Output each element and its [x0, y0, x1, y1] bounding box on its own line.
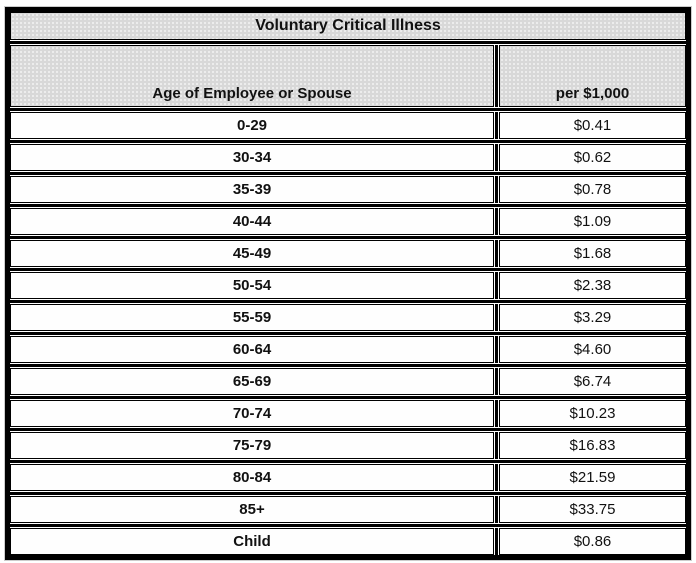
age-cell: 0-29	[10, 112, 494, 139]
table-row: 55-59 $3.29	[10, 304, 686, 331]
column-separator	[495, 496, 498, 523]
row-separator	[10, 268, 686, 271]
rate-cell: $4.60	[499, 336, 686, 363]
rate-cell: $3.29	[499, 304, 686, 331]
table-row: 60-64 $4.60	[10, 336, 686, 363]
age-cell: 85+	[10, 496, 494, 523]
rate-cell: $16.83	[499, 432, 686, 459]
age-cell: 65-69	[10, 368, 494, 395]
table-title-row: Voluntary Critical Illness	[10, 12, 686, 40]
column-separator	[495, 240, 498, 267]
age-cell: 45-49	[10, 240, 494, 267]
table-row: 80-84 $21.59	[10, 464, 686, 491]
rate-cell: $33.75	[499, 496, 686, 523]
table-row: 75-79 $16.83	[10, 432, 686, 459]
table-row: Child $0.86	[10, 528, 686, 555]
row-separator	[10, 41, 686, 44]
row-separator	[10, 140, 686, 143]
rate-cell: $0.78	[499, 176, 686, 203]
table-row: 45-49 $1.68	[10, 240, 686, 267]
age-cell: 80-84	[10, 464, 494, 491]
rate-table: Voluntary Critical Illness Age of Employ…	[5, 7, 691, 560]
row-separator	[10, 172, 686, 175]
row-separator	[10, 300, 686, 303]
rate-cell: $21.59	[499, 464, 686, 491]
table-row: 40-44 $1.09	[10, 208, 686, 235]
table-body: 0-29 $0.41 30-34 $0.62 35-39 $0.78 40-44 $1.09 4…	[10, 112, 686, 555]
column-separator	[495, 208, 498, 235]
rate-cell: $1.09	[499, 208, 686, 235]
row-separator	[10, 204, 686, 207]
table-row: 85+ $33.75	[10, 496, 686, 523]
age-cell: 55-59	[10, 304, 494, 331]
row-separator	[10, 492, 686, 495]
age-cell: 60-64	[10, 336, 494, 363]
table-row: 65-69 $6.74	[10, 368, 686, 395]
table-row: 35-39 $0.78	[10, 176, 686, 203]
column-separator	[495, 176, 498, 203]
column-separator	[495, 272, 498, 299]
table-header-row: Age of Employee or Spouse per $1,000	[10, 45, 686, 107]
column-separator	[495, 432, 498, 459]
rate-cell: $10.23	[499, 400, 686, 427]
row-separator	[10, 460, 686, 463]
row-separator	[10, 236, 686, 239]
column-separator	[495, 45, 498, 107]
rate-cell: $2.38	[499, 272, 686, 299]
age-cell: 50-54	[10, 272, 494, 299]
column-separator	[495, 304, 498, 331]
rate-cell: $0.86	[499, 528, 686, 555]
age-cell: 75-79	[10, 432, 494, 459]
rate-cell: $1.68	[499, 240, 686, 267]
column-header-rate: per $1,000	[499, 45, 686, 107]
column-separator	[495, 368, 498, 395]
column-separator	[495, 400, 498, 427]
row-separator	[10, 524, 686, 527]
column-separator	[495, 112, 498, 139]
row-separator	[10, 108, 686, 111]
table-row: 0-29 $0.41	[10, 112, 686, 139]
table-row: 70-74 $10.23	[10, 400, 686, 427]
row-separator	[10, 332, 686, 335]
age-cell: 30-34	[10, 144, 494, 171]
column-separator	[495, 528, 498, 555]
column-separator	[495, 336, 498, 363]
column-header-age: Age of Employee or Spouse	[10, 45, 494, 107]
column-separator	[495, 464, 498, 491]
age-cell: Child	[10, 528, 494, 555]
table-title: Voluntary Critical Illness	[10, 12, 686, 40]
column-separator	[495, 144, 498, 171]
row-separator	[10, 428, 686, 431]
table-row: 50-54 $2.38	[10, 272, 686, 299]
age-cell: 35-39	[10, 176, 494, 203]
row-separator	[10, 396, 686, 399]
rate-cell: $6.74	[499, 368, 686, 395]
rate-cell: $0.62	[499, 144, 686, 171]
rate-cell: $0.41	[499, 112, 686, 139]
table-row: 30-34 $0.62	[10, 144, 686, 171]
row-separator	[10, 364, 686, 367]
age-cell: 70-74	[10, 400, 494, 427]
age-cell: 40-44	[10, 208, 494, 235]
